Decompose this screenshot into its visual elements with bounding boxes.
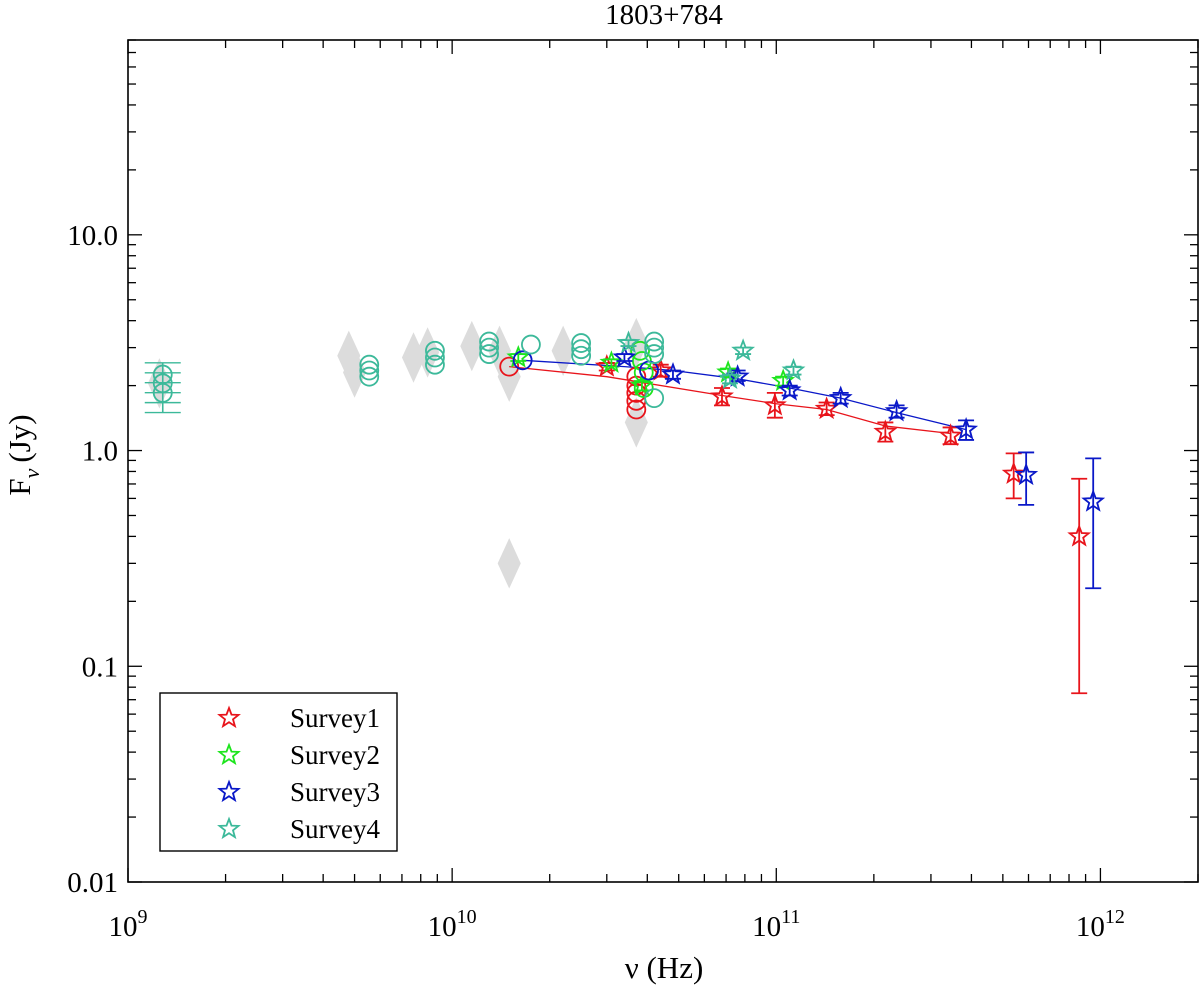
y-axis-label-main: F xyxy=(2,478,37,495)
x-tick-label-2: 1011 xyxy=(752,906,800,943)
x-tick-label-0: 109 xyxy=(109,906,148,943)
legend-entry-3: Survey3 xyxy=(217,777,380,807)
circle-point-4-9 xyxy=(479,331,499,352)
y-axis-label: Fν (Jy) xyxy=(2,414,44,495)
x-tick-label-1: 1010 xyxy=(428,906,477,943)
x-tick-label-3: 1012 xyxy=(1076,906,1125,943)
circle-point-4-8 xyxy=(425,354,445,375)
star-point-1-4 xyxy=(814,396,839,420)
circle-point-4-10 xyxy=(479,337,499,358)
legend-label-3: Survey3 xyxy=(290,777,380,807)
circle-point-4-11 xyxy=(479,344,499,364)
circle-point-4-19 xyxy=(644,388,665,409)
svg-text:Fν(Jy): Fν (Jy) xyxy=(2,414,44,495)
circle-point-1-0 xyxy=(499,356,520,377)
background-point-5 xyxy=(460,320,484,372)
star-point-1-5 xyxy=(873,419,898,443)
legend-marker-4 xyxy=(217,816,241,840)
axes: 109 1010 1011 1012 0.01 0.1 1.0 10.0 xyxy=(67,39,1199,943)
circle-point-4-16 xyxy=(644,331,665,352)
circle-point-4-6 xyxy=(425,340,445,361)
circle-point-4-12 xyxy=(521,334,541,355)
legend-entry-1: Survey1 xyxy=(217,703,380,733)
y-tick-label-2: 1.0 xyxy=(82,436,118,468)
star-point-3-5 xyxy=(884,398,909,422)
circle-point-3-0 xyxy=(512,350,533,371)
circle-point-4-3 xyxy=(359,354,380,375)
circle-point-4-13 xyxy=(571,333,592,353)
y-tick-label-1: 0.1 xyxy=(82,651,118,683)
circle-point-4-5 xyxy=(359,366,380,387)
y-axis-label-unit: (Jy) xyxy=(2,414,37,462)
x-axis-label: ν (Hz) xyxy=(625,950,704,985)
legend-entry-4: Survey4 xyxy=(217,814,380,844)
star-point-4-0 xyxy=(616,330,641,354)
background-point-8 xyxy=(497,538,521,589)
star-point-3-0 xyxy=(612,344,637,368)
circle-point-4-14 xyxy=(571,339,592,360)
star-point-2-2 xyxy=(629,373,654,396)
star-point-1-8 xyxy=(1067,477,1092,695)
star-point-1-6 xyxy=(938,423,963,446)
star-point-1-7 xyxy=(1001,452,1026,500)
circle-point-4-18 xyxy=(644,344,665,364)
star-point-3-3 xyxy=(777,377,802,401)
legend-marker-1 xyxy=(217,705,241,729)
circle-point-1-5 xyxy=(626,399,647,420)
series-line-3 xyxy=(522,359,967,431)
star-point-4-2 xyxy=(781,357,806,381)
legend-entry-2: Survey2 xyxy=(217,740,380,770)
star-point-3-1 xyxy=(660,362,685,385)
star-point-3-6 xyxy=(954,417,979,441)
legend-label-1: Survey1 xyxy=(290,703,380,733)
series-4 xyxy=(144,330,806,414)
y-axis-label-sub: ν xyxy=(19,468,44,478)
legend: Survey1 Survey2 Survey3 Survey4 xyxy=(159,692,398,852)
circle-point-4-17 xyxy=(644,337,665,358)
chart-title: 1803+784 xyxy=(605,0,723,31)
circle-point-4-4 xyxy=(359,360,380,381)
series-1 xyxy=(499,354,1092,695)
background-point-7 xyxy=(497,351,521,402)
star-point-4-3 xyxy=(718,366,742,389)
circle-point-4-7 xyxy=(425,347,445,368)
star-point-4-1 xyxy=(731,338,756,361)
circle-point-4-15 xyxy=(571,345,592,366)
star-point-3-2 xyxy=(725,364,750,387)
star-point-1-3 xyxy=(762,392,787,419)
circle-point-4-1 xyxy=(152,373,173,394)
background-point-9 xyxy=(551,325,575,376)
circle-point-4-2 xyxy=(152,383,173,403)
star-point-2-1 xyxy=(599,350,624,373)
legend-label-4: Survey4 xyxy=(290,814,380,844)
legend-marker-3 xyxy=(217,779,241,803)
star-point-3-7 xyxy=(1014,451,1039,506)
star-point-1-2 xyxy=(710,383,734,407)
star-point-3-8 xyxy=(1081,457,1106,590)
y-tick-label-0: 0.01 xyxy=(67,867,118,899)
plot-area xyxy=(144,317,1106,695)
y-tick-label-3: 10.0 xyxy=(67,220,118,252)
legend-box xyxy=(159,692,398,852)
legend-marker-2 xyxy=(217,742,241,766)
circle-point-2-0 xyxy=(630,340,650,361)
legend-label-2: Survey2 xyxy=(290,740,380,770)
star-point-3-4 xyxy=(828,385,853,409)
